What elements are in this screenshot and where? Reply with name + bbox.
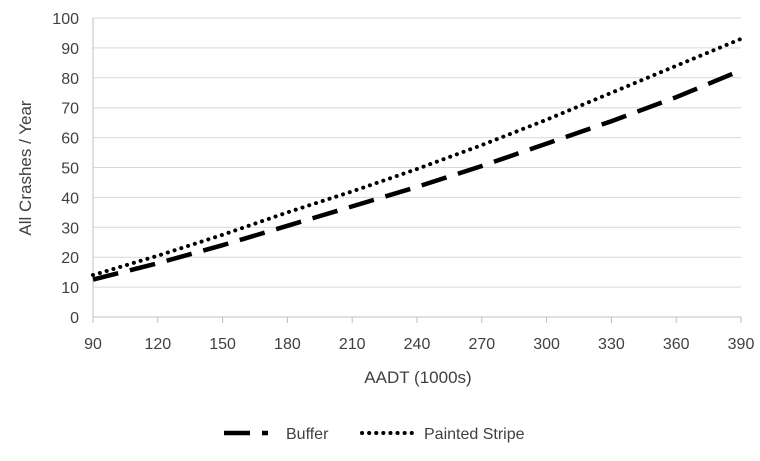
- x-tick-label: 210: [339, 336, 366, 353]
- y-tick-label: 90: [61, 41, 79, 58]
- x-axis-label: AADT (1000s): [364, 368, 471, 387]
- y-tick-label: 30: [61, 220, 79, 237]
- legend-label-painted-stripe: Painted Stripe: [424, 426, 525, 443]
- tick-labels: 0 10 20 30 40 50 60 70 80 90 100 90 120 150 180 210 240 2…: [52, 11, 754, 353]
- y-tick-label: 100: [52, 11, 79, 28]
- legend: Buffer Painted Stripe: [224, 426, 525, 443]
- x-tick-label: 240: [404, 336, 431, 353]
- x-tick-label: 150: [209, 336, 236, 353]
- y-tick-label: 40: [61, 190, 79, 207]
- x-tick-label: 180: [274, 336, 301, 353]
- x-tick-label: 390: [728, 336, 755, 353]
- y-tick-label: 60: [61, 131, 79, 148]
- series-line-buffer: [92, 68, 742, 282]
- y-tick-label: 0: [70, 310, 79, 327]
- series-line-painted-stripe: [91, 36, 743, 278]
- y-tick-label: 20: [61, 250, 79, 267]
- series-lines: [91, 36, 743, 282]
- x-tick-label: 90: [84, 336, 102, 353]
- axes: [92, 18, 742, 323]
- x-tick-label: 270: [468, 336, 495, 353]
- x-tick-label: 360: [663, 336, 690, 353]
- gridlines: [93, 17, 741, 288]
- y-tick-label: 70: [61, 101, 79, 118]
- x-tick-label: 300: [533, 336, 560, 353]
- y-axis-label: All Crashes / Year: [16, 100, 35, 235]
- y-tick-label: 50: [61, 161, 79, 178]
- x-tick-label: 120: [144, 336, 171, 353]
- legend-label-buffer: Buffer: [286, 426, 329, 443]
- x-tick-label: 330: [598, 336, 625, 353]
- y-tick-label: 10: [61, 280, 79, 297]
- y-tick-label: 80: [61, 71, 79, 88]
